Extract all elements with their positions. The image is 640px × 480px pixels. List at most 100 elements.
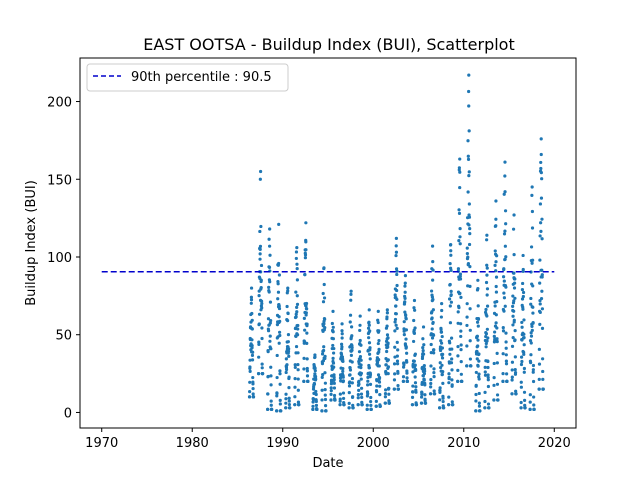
data-point (293, 403, 297, 407)
data-point (267, 237, 271, 241)
data-point (320, 388, 324, 392)
data-point (492, 361, 496, 366)
data-point (441, 399, 445, 404)
data-point (539, 170, 543, 175)
data-point (423, 383, 427, 387)
data-point (256, 371, 261, 376)
data-point (359, 358, 363, 362)
data-point (360, 395, 364, 399)
data-point (297, 403, 301, 407)
data-point (357, 388, 361, 392)
data-point (456, 354, 460, 358)
data-point (438, 388, 442, 393)
data-point (484, 341, 488, 346)
data-point (359, 371, 363, 375)
data-point (521, 253, 525, 258)
data-point (320, 362, 325, 366)
data-point (296, 323, 300, 328)
data-point (466, 190, 470, 194)
data-point (250, 358, 255, 362)
data-point (467, 129, 471, 133)
data-point (450, 383, 454, 387)
data-point (340, 336, 344, 340)
data-point (431, 268, 435, 272)
y-tick-label: 150 (47, 173, 72, 188)
data-point (302, 316, 306, 320)
data-point (476, 344, 480, 348)
data-point (385, 311, 389, 315)
data-point (457, 239, 461, 243)
data-point (538, 258, 542, 262)
data-point (314, 377, 318, 381)
data-point (531, 370, 535, 374)
data-point (460, 379, 464, 383)
data-point (405, 351, 409, 355)
data-point (540, 289, 544, 293)
data-point (432, 389, 436, 393)
data-point (458, 277, 463, 281)
data-point (347, 384, 352, 388)
data-point (539, 160, 543, 165)
data-point (468, 284, 472, 288)
data-point (340, 332, 344, 336)
data-points (247, 73, 545, 413)
data-point (340, 345, 344, 349)
data-point (302, 367, 306, 371)
data-point (402, 363, 406, 367)
data-point (324, 409, 328, 413)
data-point (495, 351, 499, 355)
data-point (541, 369, 545, 374)
data-point (485, 266, 489, 270)
data-point (501, 379, 505, 383)
data-point (394, 253, 398, 258)
data-point (439, 330, 444, 334)
data-point (510, 368, 514, 372)
data-point (348, 320, 352, 324)
data-point (423, 393, 427, 397)
data-point (442, 406, 446, 410)
chart-title: EAST OOTSA - Buildup Index (BUI), Scatte… (143, 35, 515, 54)
data-point (350, 346, 354, 350)
data-point (332, 386, 337, 390)
data-point (421, 325, 426, 329)
data-point (329, 398, 333, 402)
data-point (537, 347, 541, 351)
data-point (539, 221, 543, 225)
data-point (429, 377, 433, 382)
data-point (421, 349, 425, 353)
data-point (266, 329, 271, 333)
data-point (520, 287, 525, 292)
data-point (448, 352, 452, 356)
data-point (540, 237, 544, 241)
data-point (475, 320, 480, 324)
data-point (447, 381, 451, 385)
data-point (504, 353, 508, 357)
data-point (432, 348, 436, 352)
data-point (277, 273, 281, 277)
data-point (529, 296, 533, 301)
data-point (393, 345, 397, 349)
data-point (286, 340, 290, 344)
data-point (321, 300, 326, 304)
data-point (278, 382, 282, 386)
data-point (466, 262, 471, 266)
data-point (259, 224, 263, 229)
data-point (294, 315, 298, 319)
x-axis: 1970 1980 1990 2000 2010 2020 (85, 428, 571, 451)
data-point (288, 406, 292, 410)
data-point (393, 317, 398, 322)
data-point (248, 390, 252, 394)
data-point (323, 371, 327, 375)
data-point (459, 322, 463, 326)
data-point (348, 368, 353, 372)
data-point (331, 337, 335, 341)
data-point (322, 296, 327, 300)
data-point (260, 299, 264, 303)
data-point (456, 344, 460, 349)
data-point (305, 366, 309, 371)
data-point (387, 401, 391, 405)
data-point (276, 297, 280, 301)
data-point (347, 401, 351, 405)
data-point (332, 365, 336, 369)
data-point (305, 369, 309, 373)
